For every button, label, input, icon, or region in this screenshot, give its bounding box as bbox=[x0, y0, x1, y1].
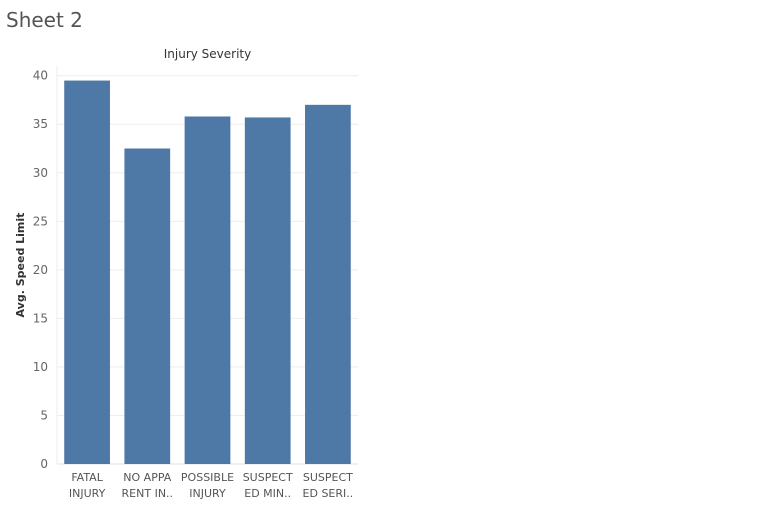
bar[interactable] bbox=[64, 80, 110, 464]
bar[interactable] bbox=[244, 117, 291, 464]
y-tick-label: 0 bbox=[40, 457, 48, 471]
x-tick-label: RENT IN.. bbox=[122, 487, 174, 500]
y-tick-label: 5 bbox=[40, 408, 48, 422]
y-axis-label: Avg. Speed Limit bbox=[14, 213, 27, 318]
x-axis-categories: FATAL INJURY NO APPA RENT IN.. POSSIBLE INJUR… bbox=[69, 471, 353, 500]
y-axis-ticks: 0 5 10 15 20 25 30 35 40 bbox=[33, 69, 48, 471]
bar[interactable] bbox=[184, 116, 231, 464]
y-tick-label: 25 bbox=[33, 214, 48, 228]
x-tick-label: INJURY bbox=[69, 487, 106, 500]
x-tick-label: SUSPECT bbox=[303, 471, 353, 484]
x-tick-label: POSSIBLE bbox=[181, 471, 234, 484]
bar[interactable] bbox=[124, 148, 171, 464]
y-tick-label: 20 bbox=[33, 263, 48, 277]
y-tick-label: 10 bbox=[33, 360, 48, 374]
sheet-title: Sheet 2 bbox=[6, 8, 83, 32]
x-tick-label: INJURY bbox=[189, 487, 226, 500]
x-tick-label: ED SERI.. bbox=[303, 487, 354, 500]
y-tick-label: 30 bbox=[33, 166, 48, 180]
column-header: Injury Severity bbox=[164, 47, 252, 61]
x-tick-label: FATAL bbox=[71, 471, 103, 484]
bars[interactable] bbox=[64, 80, 351, 464]
y-tick-label: 15 bbox=[33, 311, 48, 325]
x-tick-label: NO APPA bbox=[123, 471, 171, 484]
x-tick-label: SUSPECT bbox=[243, 471, 293, 484]
bar[interactable] bbox=[305, 104, 351, 464]
x-tick-label: ED MIN.. bbox=[244, 487, 291, 500]
y-tick-label: 40 bbox=[33, 69, 48, 83]
y-tick-label: 35 bbox=[33, 117, 48, 131]
